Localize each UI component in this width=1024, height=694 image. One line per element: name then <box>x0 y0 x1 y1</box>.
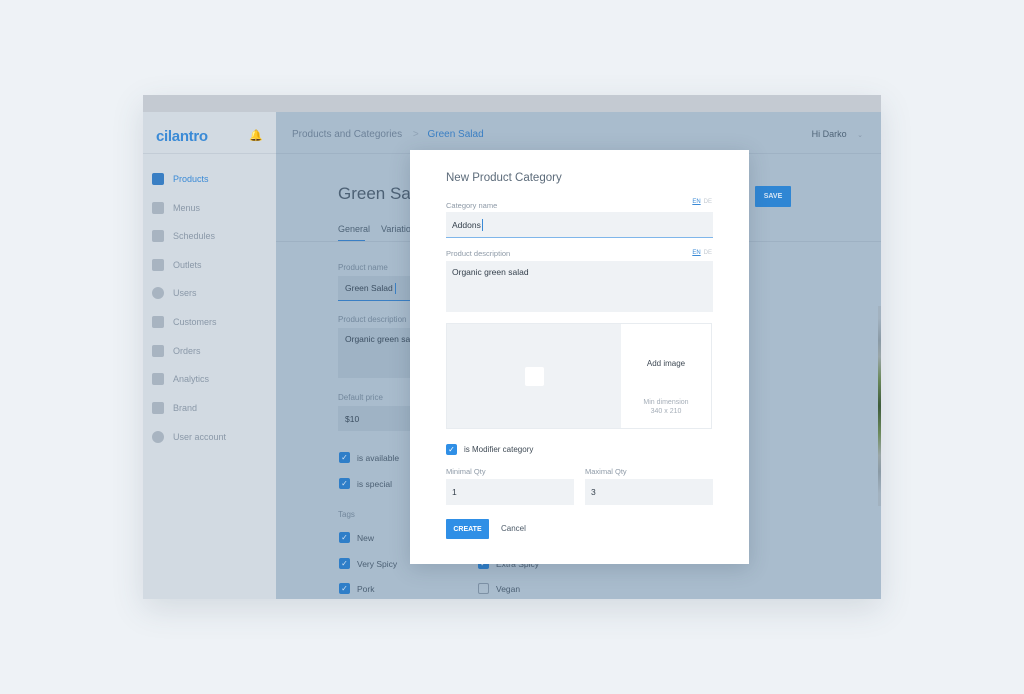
sidebar-item-label: Products <box>173 174 209 184</box>
chevron-down-icon: ⌄ <box>857 132 863 139</box>
description-label: Product description <box>446 249 511 258</box>
max-qty-input[interactable]: 3 <box>585 479 713 505</box>
category-name-value: Addons <box>452 219 481 230</box>
is-special-checkbox[interactable]: ✓ <box>339 478 350 489</box>
max-qty-value: 3 <box>591 487 596 497</box>
tab-variations[interactable]: Variations <box>381 224 421 234</box>
breadcrumb: Products and Categories > Green Salad <box>292 129 484 140</box>
is-special-label: is special <box>357 479 392 489</box>
sidebar-item-label: Outlets <box>173 260 202 270</box>
lang-de[interactable]: DE <box>703 199 712 205</box>
tag-extra-spicy-label: Extra Spicy <box>496 559 539 569</box>
store-icon <box>152 259 164 271</box>
tag-vegan-label: Vegan <box>496 584 521 594</box>
divider <box>143 153 276 154</box>
tag-pork-checkbox[interactable]: ✓ <box>339 583 350 594</box>
breadcrumb-separator: > <box>412 129 419 140</box>
product-name-value: Green Salad <box>345 283 393 293</box>
book-icon <box>152 202 164 214</box>
sidebar-item-outlets[interactable]: Outlets <box>152 257 202 273</box>
min-dimension-label: Min dimension <box>643 399 689 406</box>
breadcrumb-parent[interactable]: Products and Categories <box>292 129 403 140</box>
sidebar-item-orders[interactable]: Orders <box>152 343 201 359</box>
sidebar-item-users[interactable]: Users <box>152 285 197 301</box>
sidebar-item-label: Brand <box>173 403 198 413</box>
is-available-checkbox[interactable]: ✓ <box>339 452 350 463</box>
image-upload[interactable]: Add image Min dimension 340 x 210 <box>446 323 712 429</box>
language-switch[interactable]: EN DE <box>692 199 712 205</box>
face-icon <box>152 287 164 299</box>
page-title: Green Salad <box>338 184 434 203</box>
sidebar-item-schedules[interactable]: Schedules <box>152 228 215 244</box>
sidebar-item-label: Users <box>173 288 197 298</box>
sidebar: cilantro 🔔 Products Menus Schedules Outl… <box>143 112 276 599</box>
sidebar-item-user-account[interactable]: User account <box>152 429 226 445</box>
window-titlebar <box>143 95 881 112</box>
clipboard-check-icon <box>152 345 164 357</box>
image-preview <box>447 324 621 428</box>
sidebar-item-label: Schedules <box>173 231 216 241</box>
cancel-button[interactable]: Cancel <box>501 524 526 533</box>
max-qty-label: Maximal Qty <box>585 467 627 476</box>
tag-very-spicy-label: Very Spicy <box>357 559 398 569</box>
sidebar-item-brand[interactable]: Brand <box>152 400 197 416</box>
add-image-button[interactable]: Add image <box>646 359 686 368</box>
description-input[interactable]: Organic green salad <box>446 261 713 312</box>
tags-label: Tags <box>338 510 355 519</box>
product-description-label: Product description <box>338 315 407 324</box>
min-qty-value: 1 <box>452 487 457 497</box>
category-name-input[interactable]: Addons <box>446 212 713 238</box>
min-qty-label: Minimal Qty <box>446 467 486 476</box>
lang-de[interactable]: DE <box>703 250 712 256</box>
sidebar-item-label: User account <box>173 432 227 442</box>
sidebar-item-analytics[interactable]: Analytics <box>152 371 209 387</box>
min-dimension-value: 340 x 210 <box>650 408 682 415</box>
sidebar-item-label: Customers <box>173 317 217 327</box>
tab-general[interactable]: General <box>338 224 371 234</box>
tag-new-label: New <box>357 533 375 543</box>
building-icon <box>152 402 164 414</box>
bell-icon[interactable]: 🔔 <box>249 130 263 142</box>
tag-pork-label: Pork <box>357 584 375 594</box>
product-photo <box>878 306 881 506</box>
sidebar-item-label: Orders <box>173 346 201 356</box>
bar-chart-icon <box>152 373 164 385</box>
modal-title: New Product Category <box>446 172 562 184</box>
user-menu[interactable]: Hi Darko ⌄ <box>812 129 863 139</box>
category-name-label: Category name <box>446 201 498 210</box>
product-name-label: Product name <box>338 263 388 272</box>
modifier-checkbox[interactable]: ✓ <box>446 444 457 455</box>
user-greeting: Hi Darko <box>811 129 847 139</box>
lang-en[interactable]: EN <box>692 250 701 256</box>
sidebar-item-products[interactable]: Products <box>152 171 209 187</box>
sidebar-item-menus[interactable]: Menus <box>152 200 200 216</box>
people-icon <box>152 316 164 328</box>
min-qty-input[interactable]: 1 <box>446 479 574 505</box>
description-value: Organic green salad <box>452 267 529 277</box>
basket-icon <box>152 173 164 185</box>
default-price-value: $10 <box>345 413 360 424</box>
modifier-label: is Modifier category <box>464 445 534 454</box>
product-description-value: Organic green salad <box>345 334 422 344</box>
breadcrumb-current: Green Salad <box>427 129 484 140</box>
gear-icon <box>152 431 164 443</box>
create-button[interactable]: CREATE <box>446 519 489 539</box>
language-switch[interactable]: EN DE <box>692 250 712 256</box>
calendar-icon <box>152 230 164 242</box>
tag-new-checkbox[interactable]: ✓ <box>339 532 350 543</box>
tag-vegan-checkbox[interactable] <box>478 583 489 594</box>
default-price-label: Default price <box>338 393 383 402</box>
sidebar-item-label: Menus <box>173 203 201 213</box>
tag-very-spicy-checkbox[interactable]: ✓ <box>339 558 350 569</box>
logo: cilantro <box>156 128 208 145</box>
save-button[interactable]: SAVE <box>755 186 791 207</box>
image-placeholder-icon <box>524 366 544 386</box>
new-category-modal: New Product Category Category name EN DE … <box>410 150 749 564</box>
sidebar-item-customers[interactable]: Customers <box>152 314 217 330</box>
lang-en[interactable]: EN <box>692 199 701 205</box>
sidebar-item-label: Analytics <box>173 374 210 384</box>
is-available-label: is available <box>357 453 400 463</box>
